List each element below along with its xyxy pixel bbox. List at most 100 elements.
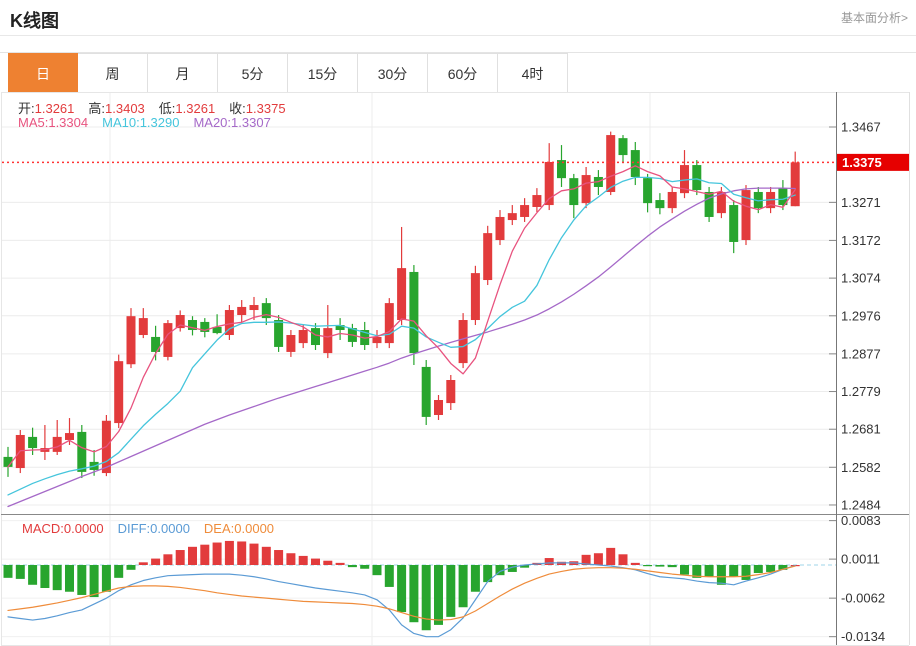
- macd-bar: [409, 565, 419, 623]
- candle: [212, 326, 222, 334]
- candle: [286, 335, 296, 352]
- tab-月[interactable]: 月: [148, 53, 218, 93]
- candle: [680, 165, 689, 194]
- fundamental-analysis-link[interactable]: 基本面分析>: [840, 11, 908, 25]
- candle: [741, 190, 751, 241]
- candle: [667, 191, 677, 209]
- candle: [569, 178, 579, 206]
- candle: [778, 188, 788, 206]
- macd-bar: [126, 565, 136, 570]
- candle: [237, 306, 247, 316]
- candle: [298, 330, 308, 344]
- candle: [77, 431, 87, 472]
- macd-bar: [421, 565, 431, 631]
- macd-bar: [704, 565, 714, 577]
- macd-bar: [163, 554, 173, 565]
- tab-4时[interactable]: 4时: [498, 53, 568, 93]
- interval-tab-bar: 日周月 5分 15分 30分 60分 4时: [0, 52, 916, 93]
- macd-bar: [335, 562, 345, 565]
- candle: [716, 191, 726, 214]
- candle: [274, 320, 284, 347]
- macd-bar: [3, 565, 13, 578]
- macd-bar: [347, 565, 357, 568]
- macd-bar: [655, 565, 665, 567]
- macd-bar: [778, 565, 788, 570]
- tab-15分[interactable]: 15分: [288, 53, 358, 93]
- candle: [495, 216, 505, 241]
- candle: [483, 233, 493, 281]
- macd-bar: [434, 565, 443, 625]
- macd-bar: [716, 565, 726, 585]
- macd-bar: [520, 565, 530, 568]
- candle: [692, 165, 702, 191]
- macd-bar: [224, 540, 234, 565]
- macd-bar: [249, 543, 259, 565]
- candle: [618, 138, 628, 156]
- macd-bar: [507, 565, 517, 572]
- candle: [520, 205, 530, 217]
- price-tick-label: 1.2976: [841, 308, 881, 323]
- macd-tick-label: 0.0083: [841, 513, 881, 528]
- macd-bar: [261, 546, 271, 565]
- candle: [397, 268, 407, 321]
- macd-bar: [741, 565, 751, 580]
- macd-bar: [643, 565, 653, 567]
- candle: [790, 162, 800, 207]
- macd-bar: [458, 565, 468, 608]
- price-tick-label: 1.3467: [841, 120, 881, 135]
- macd-bar: [237, 541, 247, 565]
- macd-bar: [729, 565, 739, 577]
- price-tick-label: 1.2681: [841, 422, 881, 437]
- candle: [138, 318, 148, 336]
- candle: [28, 436, 38, 449]
- tab-日[interactable]: 日: [8, 53, 78, 93]
- macd-bar: [138, 562, 148, 565]
- last-price-tag: [836, 153, 909, 171]
- candle: [224, 310, 234, 336]
- macd-bar: [692, 565, 702, 578]
- macd-bar: [212, 542, 222, 565]
- candle: [163, 323, 173, 357]
- candle: [175, 315, 185, 329]
- candle: [52, 436, 62, 452]
- candle: [384, 303, 394, 344]
- candle: [421, 366, 431, 417]
- candle: [458, 320, 468, 364]
- macd-bar: [77, 565, 87, 595]
- candle: [3, 456, 13, 467]
- candle: [261, 303, 271, 319]
- macd-bar: [311, 558, 320, 565]
- candle: [323, 328, 333, 354]
- tab-5分[interactable]: 5分: [218, 53, 288, 93]
- candle: [581, 175, 591, 204]
- candle: [655, 200, 665, 209]
- macd-bar: [372, 565, 382, 576]
- tab-60分[interactable]: 60分: [428, 53, 498, 93]
- candle: [249, 305, 259, 311]
- candle: [446, 380, 456, 404]
- macd-bar: [483, 565, 493, 583]
- candle: [200, 321, 210, 332]
- macd-bar: [200, 544, 210, 565]
- macd-tick-label: 0.0011: [841, 552, 880, 567]
- macd-tick-label: -0.0062: [841, 591, 885, 606]
- macd-tick-label: -0.0134: [841, 629, 885, 644]
- macd-bar: [52, 565, 62, 591]
- macd-bar: [397, 565, 407, 613]
- macd-bar: [618, 554, 628, 565]
- price-tick-label: 1.2877: [841, 346, 881, 361]
- macd-bar: [114, 565, 124, 578]
- macd-bar: [101, 565, 111, 592]
- candle: [114, 361, 124, 424]
- macd-bar: [470, 565, 480, 592]
- candle: [151, 336, 161, 352]
- candle: [335, 325, 345, 331]
- price-tick-label: 1.3172: [841, 233, 881, 248]
- macd-bar: [89, 565, 99, 598]
- candle: [311, 328, 320, 346]
- macd-bar: [544, 558, 554, 565]
- macd-bar: [593, 553, 603, 565]
- macd-bar: [323, 560, 333, 565]
